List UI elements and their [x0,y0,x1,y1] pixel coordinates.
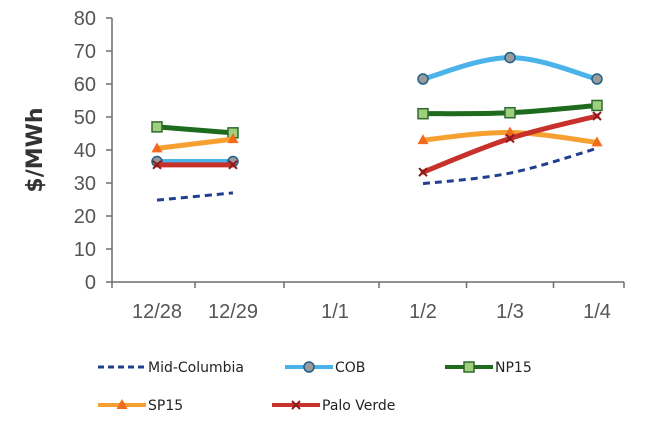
legend-label: COB [335,360,365,376]
series-mid-columbia [156,146,598,202]
series-line [420,113,600,175]
y-tick-label: 50 [74,107,96,129]
y-axis-label: $/MWh [23,107,48,192]
legend-label: SP15 [148,398,183,414]
series-line [154,124,236,136]
data-point [417,134,429,145]
y-tick-label: 40 [74,140,96,162]
data-point [591,136,603,147]
series-layer [151,51,603,202]
series-line [154,136,236,151]
legend-item: Palo Verde [272,398,395,414]
data-point [151,121,163,133]
legend-marker [116,399,128,409]
legend-marker [291,400,301,410]
legend-item: Mid-Columbia [98,360,244,376]
series-line [156,191,234,202]
y-axis-ticks: 0 10 20 30 40 50 60 70 80 [74,8,112,294]
x-tick-label: 1/1 [321,301,349,323]
y-tick-label: 10 [74,239,96,261]
data-point [152,160,162,170]
data-point [228,160,238,170]
y-tick-label: 60 [74,74,96,96]
x-tick-label: 12/28 [132,301,182,323]
y-tick-label: 70 [74,41,96,63]
x-tick-label: 12/29 [208,301,258,323]
data-point [505,133,515,144]
series-palo-verde [152,111,602,177]
x-tick-label: 1/4 [583,301,611,323]
data-point [591,99,603,112]
chart-axes [111,18,624,283]
y-tick-label: 0 [85,272,96,294]
legend: Mid-Columbia COB NP15 SP15 Palo Verde [98,360,532,414]
data-point [227,133,239,144]
data-point [418,167,428,177]
series-line [422,146,598,186]
x-axis-ticks: 12/28 12/29 1/1 1/2 1/3 1/4 [111,282,625,323]
x-tick-label: 1/3 [496,301,524,323]
legend-label: Mid-Columbia [148,360,244,376]
x-tick-label: 1/2 [409,301,437,323]
data-point [504,126,516,137]
data-point [504,51,516,64]
y-tick-label: 80 [74,8,96,30]
series-np15 [151,99,603,139]
legend-item: SP15 [98,398,183,414]
data-point [592,111,602,121]
legend-item: NP15 [445,360,532,376]
series-sp15 [151,126,603,153]
legend-marker [463,361,475,373]
legend-label: NP15 [495,360,532,376]
data-point [504,106,516,119]
y-tick-label: 20 [74,206,96,228]
legend-item: COB [285,360,365,376]
data-point [151,142,163,153]
y-tick-label: 30 [74,173,96,195]
data-point [591,73,603,85]
data-point [417,73,429,85]
legend-label: Palo Verde [322,398,395,414]
data-point [417,107,429,120]
legend-marker [303,361,315,373]
